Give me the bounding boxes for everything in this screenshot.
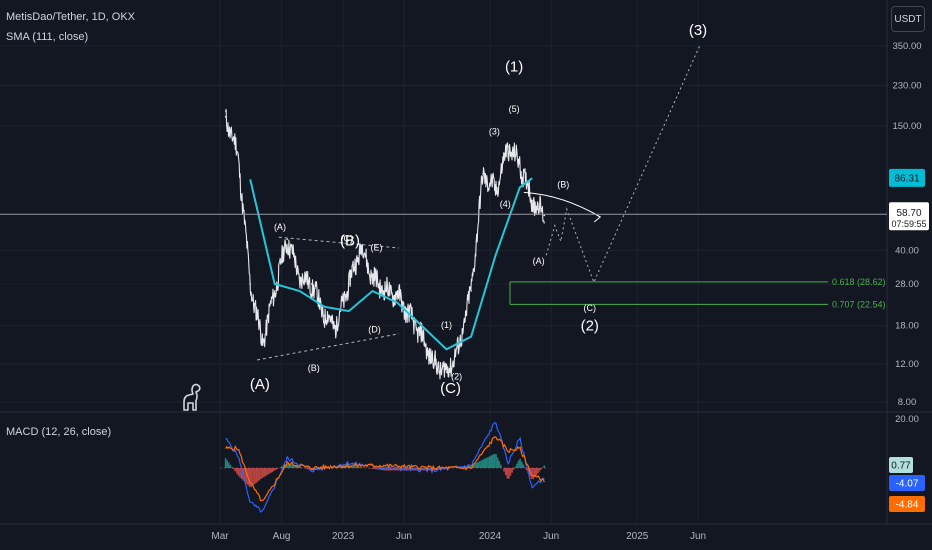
wave-label-c-projected: (C)	[584, 303, 597, 313]
price-axis-tick: 150.00	[892, 121, 921, 132]
price-point	[457, 348, 460, 351]
price-point	[335, 324, 338, 327]
time-axis-tick: Jun	[690, 531, 706, 542]
wave-label-3-major: (3)	[689, 22, 707, 39]
price-axis-tick: 350.00	[892, 41, 921, 52]
wave-label-1-minor: (1)	[441, 320, 452, 330]
wave-label-5-minor: (5)	[509, 104, 520, 114]
time-axis-tick: Jun	[543, 531, 559, 542]
wave-label-1-major: (1)	[505, 59, 523, 76]
currency-button[interactable]: USDT	[891, 6, 925, 32]
signal-line-badge	[889, 496, 925, 512]
price-point	[518, 163, 521, 165]
price-point	[298, 276, 301, 279]
symbol-title[interactable]: MetisDao/Tether, 1D, OKX	[6, 11, 135, 23]
last-price-value: 58.70	[896, 208, 921, 219]
price-point	[420, 335, 423, 338]
projection-arrow	[523, 191, 601, 218]
price-series	[225, 108, 545, 380]
wave-label-3-minor: (3)	[489, 127, 500, 137]
price-point	[494, 190, 497, 192]
price-point	[371, 276, 374, 279]
macd-line-badge	[889, 475, 925, 491]
macd-line-value: -4.07	[896, 479, 919, 490]
wave-label-2-major: (2)	[581, 318, 599, 335]
signal-line-value: -4.84	[896, 500, 919, 511]
wave-label-a-projected: (A)	[533, 256, 545, 266]
price-point	[224, 116, 227, 118]
wave-label-b-minor: (B)	[308, 363, 320, 373]
wave-label-4-minor: (4)	[500, 199, 511, 209]
macd-hist-badge	[889, 457, 913, 473]
price-point	[396, 293, 398, 296]
price-point	[543, 214, 546, 217]
time-axis-tick: Aug	[273, 531, 291, 542]
wave-label-2-minor: (2)	[451, 372, 462, 382]
price-point	[360, 244, 363, 247]
price-axis-tick: 28.00	[895, 279, 919, 290]
sma-price-badge	[889, 168, 925, 187]
wave-label-c-minor: (C)	[340, 234, 353, 244]
price-axis-tick: 230.00	[892, 81, 921, 92]
price-point	[482, 173, 484, 175]
price-point	[470, 290, 472, 292]
price-point	[261, 341, 264, 344]
macd-axis-tick: 20.00	[895, 414, 919, 425]
wave-label-a-major: (A)	[250, 376, 270, 393]
price-point	[249, 283, 251, 285]
fib-level-label: 0.707 (22.54)	[832, 299, 886, 309]
tradingview-logo-icon[interactable]	[180, 382, 204, 412]
time-axis-tick: Jun	[396, 531, 412, 542]
time-axis-tick: 2023	[332, 531, 355, 542]
macd-hist-value: 0.77	[891, 461, 911, 472]
price-point	[273, 290, 276, 292]
price-point	[237, 154, 239, 156]
price-point	[445, 371, 448, 373]
price-axis-tick: 18.00	[895, 321, 919, 332]
price-point	[433, 362, 435, 365]
time-axis-tick: Mar	[211, 531, 229, 542]
price-axis-tick: 12.00	[895, 359, 919, 370]
price-axis-tick: 40.00	[895, 245, 919, 256]
wave-label-b-major: (B)	[340, 232, 360, 249]
price-point	[507, 146, 509, 148]
price-point	[310, 283, 313, 285]
triangle-lower-line	[256, 333, 400, 361]
sma-legend[interactable]: SMA (111, close)	[6, 31, 89, 43]
sma-price-value: 86.31	[894, 173, 919, 184]
wave-label-a-minor: (A)	[274, 222, 286, 232]
price-axis-tick: 8.00	[898, 397, 917, 408]
bar-countdown: 07:59:55	[891, 219, 926, 229]
sma-line	[249, 177, 533, 351]
price-point	[384, 290, 386, 292]
price-point	[323, 314, 326, 317]
time-axis-tick: 2025	[626, 531, 649, 542]
triangle-upper-line	[278, 236, 400, 249]
macd-legend[interactable]: MACD (12, 26, close)	[6, 426, 112, 438]
wave-label-e-minor: (E)	[371, 242, 383, 252]
price-point	[531, 199, 534, 202]
price-point	[347, 283, 350, 285]
fib-level-label: 0.618 (28.62)	[832, 277, 886, 287]
price-point	[286, 238, 288, 241]
last-price-badge	[889, 202, 929, 231]
projection-path	[545, 45, 701, 284]
time-axis-tick: 2024	[479, 531, 502, 542]
signal-line	[225, 436, 545, 502]
wave-label-b-projected: (B)	[557, 179, 569, 189]
wave-label-d-minor: (D)	[368, 324, 381, 334]
wave-label-c-major: (C)	[440, 380, 461, 397]
